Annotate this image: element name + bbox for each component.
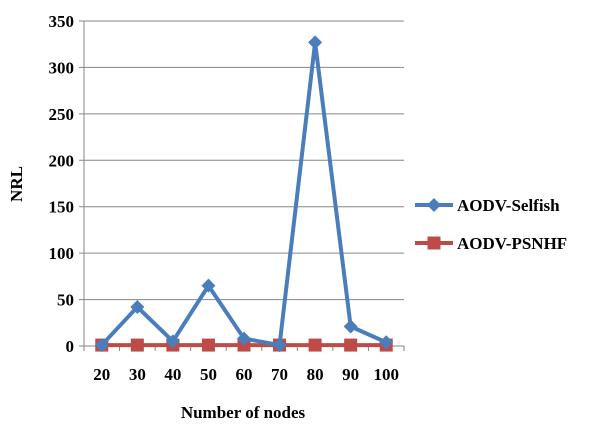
x-tick-label-70: 70: [271, 365, 288, 384]
series: [94, 35, 394, 353]
legend-item: AODV-PSNHF: [415, 234, 567, 253]
x-tick-label-50: 50: [200, 365, 217, 384]
data-point-80: [308, 338, 322, 352]
data-point-30: [130, 338, 144, 352]
series-AODV-Selfish: [94, 35, 394, 353]
y-tick-label: 200: [49, 151, 75, 170]
x-tick-label-40: 40: [164, 365, 181, 384]
y-tick-label: 0: [66, 337, 75, 356]
x-tick-label-20: 20: [93, 365, 110, 384]
data-point-80: [308, 35, 323, 50]
x-tick-label-100: 100: [373, 365, 399, 384]
legend-marker: [427, 198, 441, 212]
x-tick-label-90: 90: [342, 365, 359, 384]
data-point-90: [344, 338, 358, 352]
y-axis-title: NRL: [7, 166, 26, 202]
data-point-50: [201, 278, 216, 293]
legend-item: AODV-Selfish: [415, 196, 560, 215]
data-point-40: [165, 334, 180, 349]
y-tick-label: 150: [49, 198, 75, 217]
gridlines: [84, 20, 404, 301]
data-point-30: [130, 300, 145, 314]
legend-label: AODV-Selfish: [457, 196, 560, 215]
y-tick-label: 250: [49, 105, 75, 124]
data-point-20: [94, 338, 109, 353]
legend: AODV-Selfish AODV-PSNHF: [415, 196, 567, 253]
x-tick-label-80: 80: [307, 365, 324, 384]
x-tick-label-60: 60: [236, 365, 253, 384]
y-tick-label: 350: [49, 12, 75, 31]
legend-label: AODV-PSNHF: [457, 234, 567, 253]
data-point-100: [379, 335, 394, 350]
axes: [79, 20, 405, 351]
x-tick-label-30: 30: [129, 365, 146, 384]
data-point-60: [237, 331, 251, 346]
data-point-50: [201, 338, 215, 352]
legend-marker: [427, 236, 441, 250]
tick-labels: 0 50 100 150 200 250 300 350 20 30 40 50 60 70 80 90 100: [49, 12, 399, 384]
data-point-90: [343, 319, 358, 334]
y-tick-label: 100: [49, 244, 75, 263]
x-axis-title: Number of nodes: [181, 403, 306, 422]
data-point-70: [272, 338, 287, 353]
y-tick-label: 300: [49, 58, 75, 77]
y-tick-label: 50: [57, 291, 74, 310]
